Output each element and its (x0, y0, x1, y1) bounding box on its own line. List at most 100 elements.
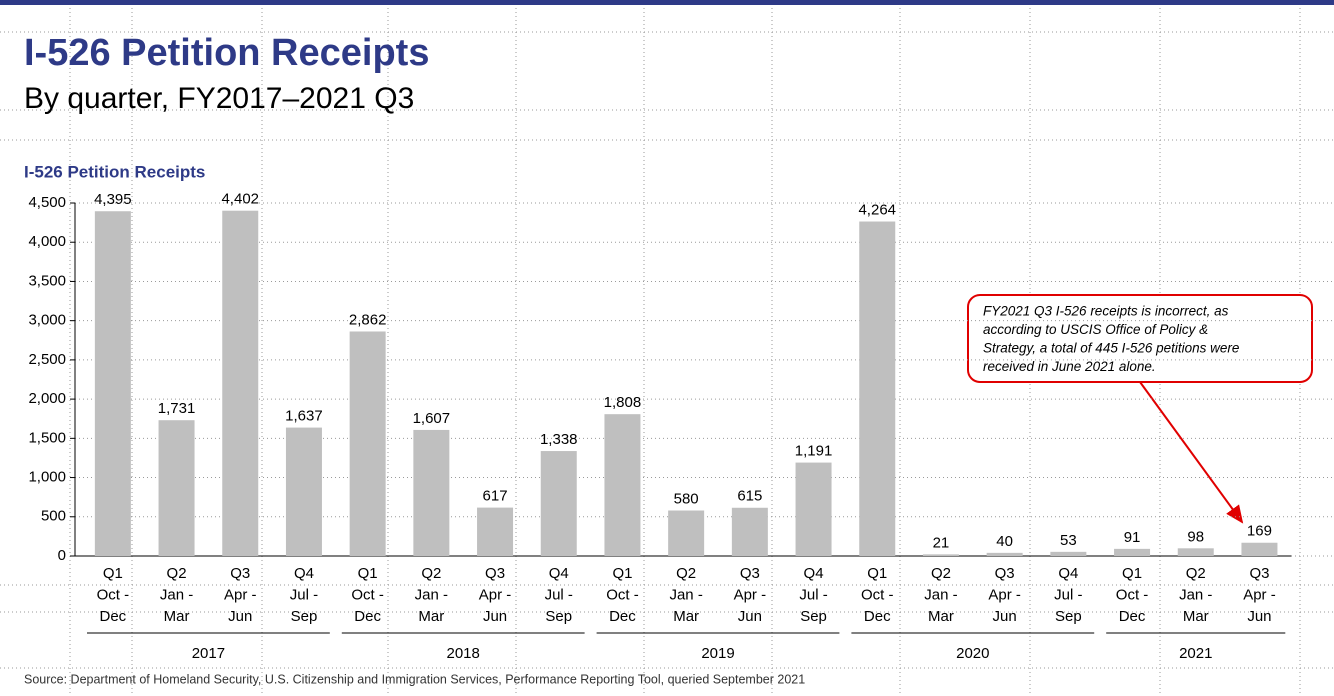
bar (413, 429, 450, 556)
x-tick-label: Oct - (351, 586, 384, 603)
data-label: 21 (933, 534, 950, 551)
bar (540, 451, 577, 556)
bar (1241, 542, 1278, 556)
x-tick-label: Q3 (995, 565, 1015, 582)
x-tick-label: Jan - (1179, 586, 1212, 603)
data-label: 2,862 (349, 311, 387, 328)
x-tick-label: Q3 (230, 565, 250, 582)
data-label: 4,395 (94, 191, 132, 208)
data-label: 580 (674, 490, 699, 507)
annotation-arrow (1139, 381, 1244, 524)
x-tick-label: Q2 (1186, 565, 1206, 582)
data-label: 98 (1187, 528, 1204, 545)
group-label: 2019 (701, 645, 734, 662)
bar (668, 510, 705, 556)
data-label: 1,637 (285, 408, 323, 425)
data-label: 4,264 (858, 201, 896, 218)
x-tick-label: Q2 (931, 565, 951, 582)
annotation-text: Strategy, a total of 445 I-526 petitions… (983, 341, 1239, 356)
x-tick-label: Dec (1119, 608, 1146, 625)
x-tick-label: Jan - (669, 586, 702, 603)
page-subtitle: By quarter, FY2017–2021 Q3 (24, 82, 414, 115)
x-tick-label: Jan - (160, 586, 193, 603)
y-tick-label: 1,000 (28, 469, 66, 486)
x-tick-label: Sep (291, 608, 318, 625)
x-tick-label: Q1 (867, 565, 887, 582)
x-tick-label: Apr - (1243, 586, 1276, 603)
x-tick-label: Jul - (1054, 586, 1082, 603)
x-tick-label: Jan - (415, 586, 448, 603)
x-tick-label: Apr - (479, 586, 512, 603)
x-tick-label: Dec (609, 608, 636, 625)
x-tick-label: Dec (864, 608, 891, 625)
data-label: 53 (1060, 532, 1077, 549)
bar (222, 210, 259, 556)
bar (1050, 551, 1087, 556)
bar (859, 221, 896, 557)
y-tick-label: 3,500 (28, 272, 66, 289)
x-tick-label: Mar (928, 608, 954, 625)
x-tick-label: Q3 (1249, 565, 1269, 582)
annotation-text: FY2021 Q3 I-526 receipts is incorrect, a… (983, 304, 1229, 319)
bar (986, 552, 1023, 556)
x-tick-label: Q4 (1058, 565, 1078, 582)
group-label: 2021 (1179, 645, 1212, 662)
x-tick-label: Jul - (545, 586, 573, 603)
x-tick-label: Mar (164, 608, 190, 625)
data-label: 617 (483, 488, 508, 505)
bar (731, 507, 768, 556)
x-tick-label: Jul - (290, 586, 318, 603)
x-tick-label: Mar (673, 608, 699, 625)
bar (285, 427, 322, 556)
y-tick-label: 4,500 (28, 194, 66, 211)
source-note: Source: Department of Homeland Security,… (24, 672, 805, 686)
bar (477, 507, 514, 556)
x-tick-label: Jun (738, 608, 762, 625)
x-tick-label: Jun (483, 608, 507, 625)
x-tick-label: Sep (800, 608, 827, 625)
x-tick-label: Q2 (676, 565, 696, 582)
x-tick-label: Jun (1247, 608, 1271, 625)
x-tick-label: Q1 (612, 565, 632, 582)
bar (349, 331, 386, 556)
y-tick-label: 0 (58, 547, 66, 564)
group-label: 2017 (192, 645, 225, 662)
y-tick-label: 2,500 (28, 351, 66, 368)
bar (795, 462, 832, 556)
y-tick-label: 1,500 (28, 429, 66, 446)
bar (922, 554, 959, 556)
x-tick-label: Q1 (103, 565, 123, 582)
data-label: 1,808 (604, 394, 642, 411)
x-tick-label: Q4 (294, 565, 314, 582)
x-tick-label: Q1 (1122, 565, 1142, 582)
annotation-text: according to USCIS Office of Policy & (983, 322, 1208, 337)
x-tick-label: Sep (545, 608, 572, 625)
data-label: 1,607 (413, 410, 451, 427)
axis-title: I-526 Petition Receipts (24, 162, 205, 181)
x-tick-label: Oct - (861, 586, 894, 603)
x-tick-label: Jan - (924, 586, 957, 603)
y-tick-label: 3,000 (28, 312, 66, 329)
x-tick-label: Q4 (549, 565, 569, 582)
x-tick-label: Q2 (421, 565, 441, 582)
data-label: 91 (1124, 529, 1141, 546)
y-tick-label: 500 (41, 508, 66, 525)
x-tick-label: Apr - (734, 586, 767, 603)
x-tick-label: Jul - (799, 586, 827, 603)
x-tick-label: Oct - (1116, 586, 1149, 603)
data-label: 4,402 (221, 191, 259, 208)
top-border (0, 0, 1334, 5)
x-tick-label: Dec (354, 608, 381, 625)
bar (1177, 548, 1214, 556)
x-tick-label: Jun (993, 608, 1017, 625)
group-label: 2020 (956, 645, 989, 662)
x-tick-label: Q3 (740, 565, 760, 582)
x-tick-label: Sep (1055, 608, 1082, 625)
x-tick-label: Oct - (97, 586, 130, 603)
x-tick-label: Jun (228, 608, 252, 625)
bar (604, 414, 641, 556)
x-tick-label: Apr - (224, 586, 257, 603)
x-tick-label: Q1 (358, 565, 378, 582)
x-tick-label: Q2 (167, 565, 187, 582)
